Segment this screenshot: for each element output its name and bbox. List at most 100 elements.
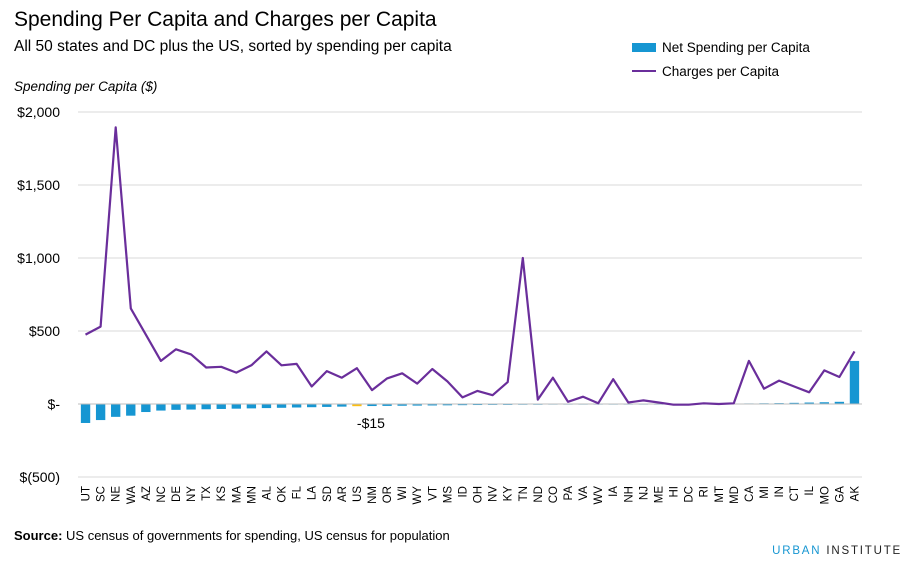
x-tick-label: DC — [684, 486, 696, 503]
bar — [141, 404, 151, 413]
y-tick-label: $1,500 — [17, 177, 60, 193]
bar — [322, 404, 332, 407]
bar — [231, 404, 241, 409]
bar — [789, 402, 799, 404]
x-tick-label: OH — [473, 486, 485, 503]
brand-part1: URBAN — [772, 545, 822, 557]
bar — [457, 404, 468, 406]
y-tick-label: $1,000 — [17, 250, 60, 266]
y-axis-label: Spending per Capita ($) — [14, 79, 158, 94]
bar — [156, 404, 166, 411]
bar — [834, 401, 845, 404]
x-tick-label: KS — [216, 486, 228, 502]
x-tick-label: MN — [246, 486, 258, 504]
x-tick-label: WA — [126, 486, 138, 504]
bar — [412, 404, 422, 406]
x-tick-label: CA — [744, 486, 756, 502]
x-tick-label: MS — [442, 486, 454, 504]
x-tick-label: WI — [397, 486, 409, 500]
x-tick-label: IA — [608, 486, 620, 497]
bar — [216, 404, 226, 409]
annotation-label: -$15 — [357, 415, 385, 431]
chart-subtitle: All 50 states and DC plus the US, sorted… — [14, 38, 452, 55]
bar — [80, 404, 91, 423]
x-tick-label: LA — [307, 486, 319, 500]
x-tick-label: ID — [457, 486, 469, 498]
x-tick-label: AZ — [141, 486, 153, 501]
bar — [337, 404, 347, 407]
bar — [849, 360, 860, 404]
x-tick-label: VT — [427, 486, 439, 501]
legend: Net Spending per Capita Charges per Capi… — [632, 35, 810, 83]
bar — [472, 404, 483, 406]
x-tick-label: SC — [96, 486, 108, 502]
x-tick-label: NY — [186, 486, 198, 502]
y-tick-label: $500 — [29, 323, 60, 339]
x-tick-label: MI — [759, 486, 771, 499]
x-tick-label: CO — [548, 486, 560, 503]
y-tick-label: $(500) — [20, 469, 60, 485]
legend-swatch-bar — [632, 42, 656, 52]
x-tick-label: WY — [412, 486, 424, 505]
x-tick-label: NE — [111, 486, 123, 502]
x-tick-label: ND — [533, 486, 545, 503]
bar — [95, 404, 106, 421]
x-tick-label: FL — [292, 485, 304, 499]
legend-label-line: Charges per Capita — [662, 63, 780, 79]
x-tick-label: WV — [593, 486, 605, 505]
x-tick-label: AL — [261, 485, 273, 500]
x-tick-label: NC — [156, 486, 168, 503]
x-tick-label: ME — [653, 486, 665, 504]
bar — [352, 404, 362, 407]
y-tick-label: $2,000 — [17, 104, 60, 120]
x-tick-label: DE — [171, 486, 183, 502]
bar — [397, 404, 407, 406]
bar — [804, 402, 814, 404]
bar — [201, 404, 211, 410]
x-tick-label: AK — [849, 486, 861, 502]
x-tick-label: PA — [563, 486, 575, 501]
x-tick-label: TN — [518, 486, 530, 501]
charges-line — [84, 126, 856, 406]
legend-swatch-line — [632, 69, 656, 73]
x-tick-label: MT — [714, 486, 726, 503]
bar — [186, 404, 196, 410]
x-tick-label: GA — [834, 486, 846, 503]
bar — [442, 404, 453, 406]
x-tick-label: KY — [503, 486, 515, 502]
source-label: Source: — [14, 528, 63, 543]
x-tick-label: NH — [623, 486, 635, 503]
bar — [246, 404, 257, 409]
bar — [126, 404, 136, 416]
x-tick-label: UT — [81, 486, 93, 501]
x-tick-label: OR — [382, 486, 394, 503]
x-tick-label: MO — [819, 486, 831, 505]
chart-plot: $(500) $- $500 $1,000 $1,500 $2,000 -$15 UT SC NE… — [17, 104, 862, 505]
source-note: Source: US census of governments for spe… — [14, 528, 450, 543]
x-tick-label: TX — [201, 486, 213, 501]
brand-part2: INSTITUTE — [826, 545, 902, 557]
x-tick-label: IN — [774, 486, 786, 498]
x-tick-label: OK — [277, 486, 289, 503]
x-tick-label: IL — [804, 485, 816, 495]
bar — [427, 404, 437, 406]
x-tick-label: CT — [789, 486, 801, 501]
x-tick-label: HI — [669, 486, 681, 498]
bar — [382, 404, 392, 406]
x-tick-label: NJ — [638, 486, 650, 500]
legend-item-bar: Net Spending per Capita — [632, 35, 810, 59]
bar — [276, 404, 287, 408]
source-text: US census of governments for spending, U… — [66, 528, 450, 543]
chart-title: Spending Per Capita and Charges per Capi… — [14, 8, 437, 31]
legend-item-line: Charges per Capita — [632, 59, 810, 83]
x-tick-label: RI — [699, 486, 711, 498]
x-tick-label: SD — [322, 486, 334, 502]
bar — [291, 404, 302, 408]
x-tick-label: AR — [337, 486, 349, 502]
bar — [819, 402, 829, 404]
bar — [307, 404, 317, 408]
x-tick-label: NM — [367, 486, 379, 504]
x-tick-label: US — [352, 486, 364, 502]
bar — [171, 404, 181, 410]
y-tick-label: $- — [48, 396, 61, 412]
